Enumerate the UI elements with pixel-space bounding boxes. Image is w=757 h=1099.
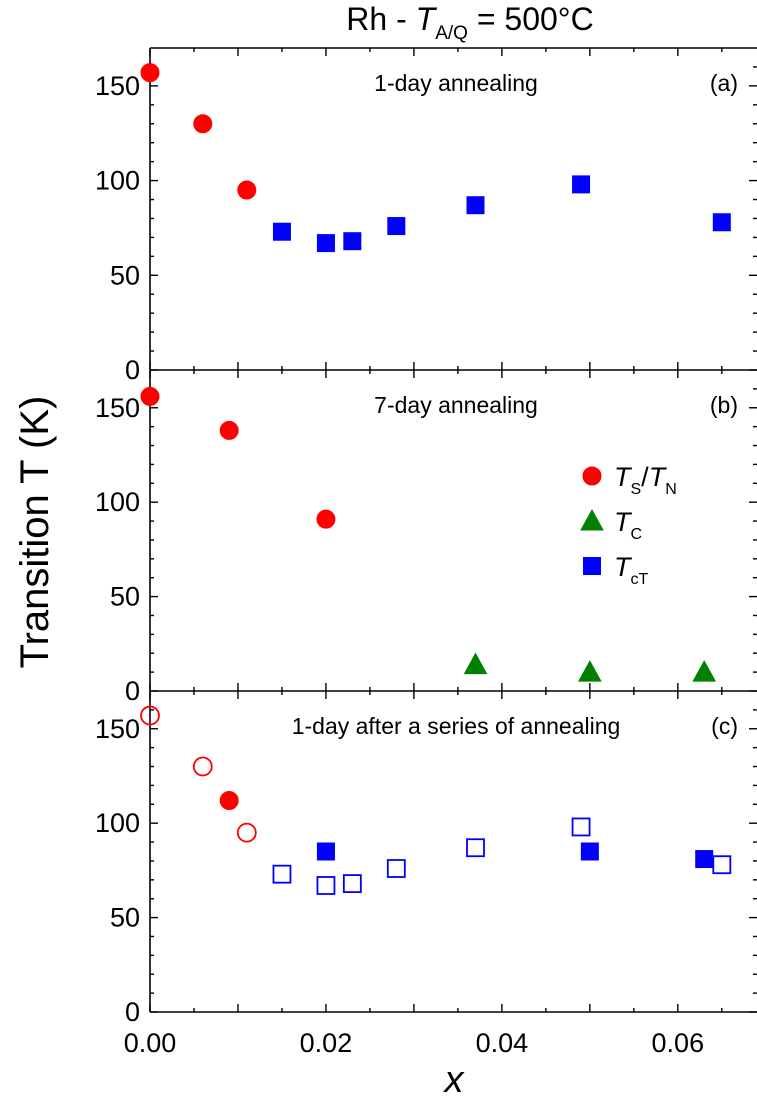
x-tick-label: 0.04 [476,1028,529,1058]
data-point [140,386,160,406]
legend-label: TS/TN [614,462,677,498]
panel-label: (c) [711,713,738,739]
data-point [140,705,160,726]
panel-label: (b) [710,392,738,418]
panel-annotation: 7-day annealing [374,392,538,418]
data-point [316,876,336,895]
x-tick-labels: 0.00 0.02 0.04 0.06 [124,1028,704,1058]
data-point [578,660,602,682]
panel-b: 0 50 100 150 7-day annealing (b) [95,370,757,706]
legend-marker [580,508,604,531]
data-point [571,817,591,837]
data-point [466,196,485,215]
panel-annotation: 1-day annealing [374,70,538,96]
legend: TS/TN TC TcT [580,462,677,588]
y-tick-label: 150 [95,71,140,101]
x-tick-label: 0.06 [652,1028,705,1058]
x-tick-label: 0.00 [124,1028,177,1058]
data-point [316,234,335,253]
y-tick-label: 150 [95,714,140,744]
legend-marker [583,557,601,575]
data-point [387,217,406,236]
panel-label: (a) [710,70,738,96]
data-point [572,175,591,194]
data-point [140,63,160,83]
data-point [192,756,213,777]
chart-title: Rh - TA/Q = 500°C [346,1,593,44]
panels: 0 50 100 150 1-day annealing (a) 0 50 100 150 7-da… [95,47,757,1027]
legend-marker [582,466,602,486]
y-tick-label: 150 [95,393,140,423]
y-tick-label: 0 [125,676,140,706]
legend-label: TC [614,507,642,543]
data-point [466,838,485,858]
panel-annotation: 1-day after a series of annealing [292,713,621,739]
data-point [712,213,731,232]
y-tick-label: 0 [125,997,140,1027]
data-point [219,420,239,440]
y-tick-label: 100 [95,808,140,838]
data-point [236,822,257,843]
data-point [316,509,336,529]
data-point [343,232,362,251]
panel-c: 0 50 100 150 1-day after a series of anneali… [95,691,757,1027]
y-tick-label: 100 [95,487,140,517]
data-point [237,180,257,200]
data-point [272,222,291,241]
legend-label: TcT [614,552,649,588]
y-tick-label: 100 [95,166,140,196]
y-tick-label: 50 [110,260,140,290]
data-point [272,864,292,884]
x-tick-label: 0.02 [300,1028,353,1058]
data-point [342,874,362,893]
y-tick-label: 50 [110,903,140,933]
data-point [193,114,213,134]
y-tick-label: 0 [125,355,140,385]
data-point [386,859,406,878]
data-point [695,850,714,869]
data-point [316,842,335,861]
data-point [219,791,239,811]
data-point [580,842,599,861]
y-axis-label: Transition T (K) [13,396,57,669]
y-tick-label: 50 [110,582,140,612]
data-point [463,652,488,675]
x-axis-label: x [443,1059,466,1099]
data-point [712,855,732,875]
data-point [692,660,717,682]
panel-a: 0 50 100 150 1-day annealing (a) [95,47,757,385]
